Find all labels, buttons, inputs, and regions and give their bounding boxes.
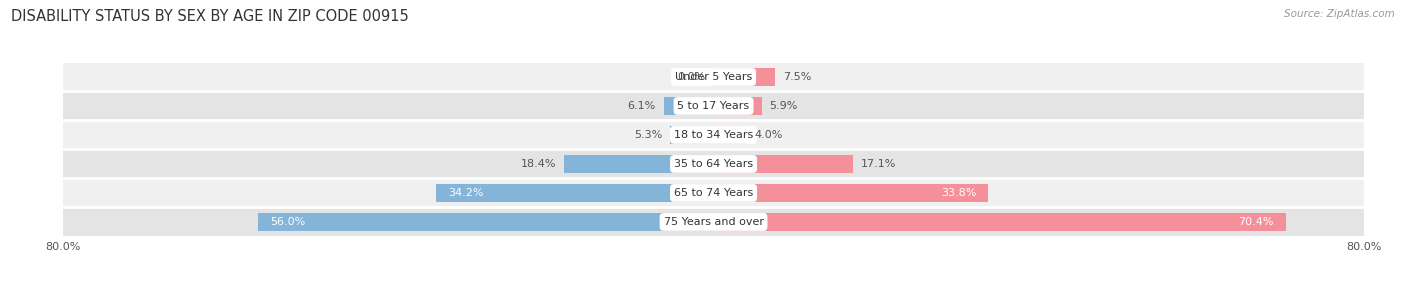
Text: 75 Years and over: 75 Years and over — [664, 217, 763, 227]
Text: 5.3%: 5.3% — [634, 130, 662, 140]
Text: 70.4%: 70.4% — [1239, 217, 1274, 227]
Text: 6.1%: 6.1% — [627, 101, 655, 111]
Bar — [713, 68, 775, 86]
Text: 18.4%: 18.4% — [520, 159, 555, 169]
Bar — [63, 63, 1364, 91]
Text: 7.5%: 7.5% — [783, 72, 811, 82]
Bar — [713, 155, 852, 173]
Text: 65 to 74 Years: 65 to 74 Years — [673, 188, 754, 198]
Bar — [713, 126, 747, 144]
Text: Source: ZipAtlas.com: Source: ZipAtlas.com — [1284, 9, 1395, 19]
Text: DISABILITY STATUS BY SEX BY AGE IN ZIP CODE 00915: DISABILITY STATUS BY SEX BY AGE IN ZIP C… — [11, 9, 409, 24]
Text: 34.2%: 34.2% — [447, 188, 484, 198]
Bar — [436, 184, 713, 202]
Text: 17.1%: 17.1% — [860, 159, 896, 169]
Text: 5 to 17 Years: 5 to 17 Years — [678, 101, 749, 111]
Text: 5.9%: 5.9% — [769, 101, 799, 111]
Text: 35 to 64 Years: 35 to 64 Years — [673, 159, 754, 169]
Bar — [564, 155, 713, 173]
Text: 0.0%: 0.0% — [678, 72, 706, 82]
Bar — [63, 208, 1364, 236]
Bar — [713, 213, 1286, 231]
Bar — [664, 97, 713, 115]
Bar — [259, 213, 713, 231]
Bar — [63, 92, 1364, 120]
Text: 33.8%: 33.8% — [941, 188, 976, 198]
Text: 18 to 34 Years: 18 to 34 Years — [673, 130, 754, 140]
Bar — [671, 126, 713, 144]
Text: 56.0%: 56.0% — [270, 217, 305, 227]
Bar — [713, 97, 762, 115]
Bar — [713, 184, 988, 202]
Bar — [63, 179, 1364, 207]
Bar — [63, 121, 1364, 149]
Text: 4.0%: 4.0% — [754, 130, 783, 140]
Bar — [63, 150, 1364, 178]
Text: Under 5 Years: Under 5 Years — [675, 72, 752, 82]
